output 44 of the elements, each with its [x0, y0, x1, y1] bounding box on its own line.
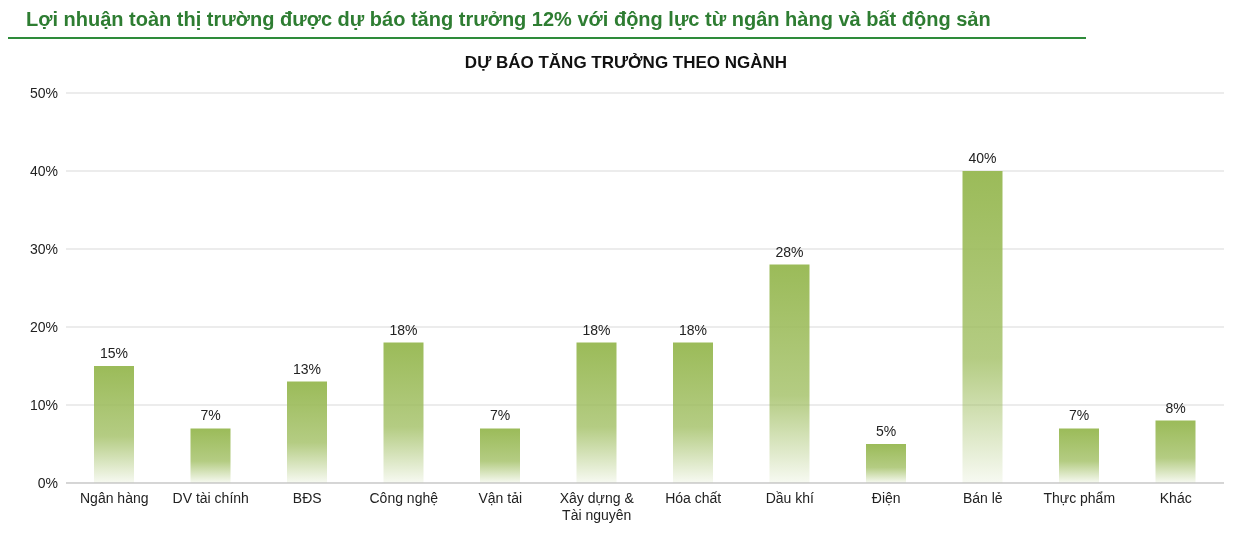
bar [1059, 428, 1099, 483]
data-label: 18% [678, 321, 708, 338]
data-label: 18% [582, 321, 611, 338]
bar [94, 366, 134, 483]
data-label: 8% [1165, 399, 1186, 416]
data-label: 5% [875, 423, 897, 439]
bar [287, 381, 327, 483]
y-tick-label: 0% [37, 474, 58, 491]
data-label: 18% [389, 321, 418, 338]
bar [383, 342, 424, 483]
bar [190, 428, 231, 483]
data-label: 7% [200, 407, 221, 424]
x-tick-label: Bán lẻ [962, 490, 1003, 506]
bar [480, 428, 520, 483]
x-tick-label: Vận tải [478, 490, 523, 506]
x-tick-label: Công nghệ [369, 490, 439, 506]
y-tick-label: 50% [29, 84, 58, 101]
bar [769, 264, 810, 483]
bar [962, 171, 1003, 483]
y-tick-label: 10% [29, 396, 58, 413]
y-tick-label: 20% [29, 318, 58, 335]
chart-title: Lợi nhuận toàn thị trường được dự báo tăng trưởng 12% với động lực từ ngân hàng và bất động sản [8, 8, 1086, 39]
data-label: 28% [775, 243, 804, 260]
x-tick-label: Thực phẩm [1043, 490, 1116, 506]
x-tick-label: Hóa chất [665, 490, 722, 506]
bar [576, 342, 617, 483]
data-label: 40% [968, 150, 997, 166]
x-tick-label: DV tài chính [172, 490, 249, 506]
x-tick-label: Xây dựng & Tài nguyên [559, 490, 635, 523]
x-tick-label: Điện [871, 490, 901, 506]
bar [1155, 420, 1196, 483]
bar [673, 342, 713, 483]
data-label: 13% [292, 360, 322, 377]
x-tick-label: Dầu khí [765, 490, 814, 506]
y-tick-label: 40% [29, 162, 58, 179]
x-tick-label: BĐS [292, 490, 322, 506]
x-tick-label: Khác [1159, 490, 1192, 506]
bar [866, 444, 906, 483]
data-label: 7% [1068, 407, 1090, 424]
y-tick-label: 30% [29, 240, 58, 257]
data-label: 7% [489, 407, 511, 424]
data-label: 15% [99, 345, 129, 361]
chart-subtitle: DỰ BÁO TĂNG TRƯỞNG THEO NGÀNH [463, 53, 789, 73]
x-tick-label: Ngân hàng [79, 490, 149, 506]
